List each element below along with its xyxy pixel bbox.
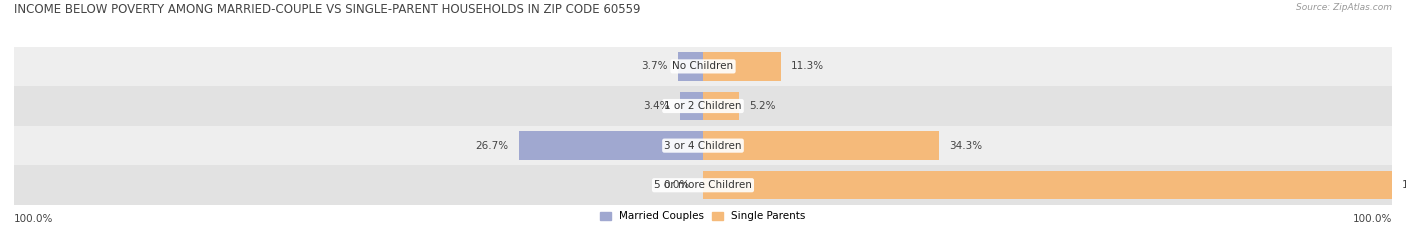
Text: 26.7%: 26.7% xyxy=(475,141,509,151)
Text: INCOME BELOW POVERTY AMONG MARRIED-COUPLE VS SINGLE-PARENT HOUSEHOLDS IN ZIP COD: INCOME BELOW POVERTY AMONG MARRIED-COUPL… xyxy=(14,3,641,17)
Bar xyxy=(14,47,1392,86)
Text: 3.7%: 3.7% xyxy=(641,62,668,71)
Text: 3.4%: 3.4% xyxy=(643,101,669,111)
Text: 11.3%: 11.3% xyxy=(792,62,824,71)
Text: 5.2%: 5.2% xyxy=(749,101,776,111)
Text: 1 or 2 Children: 1 or 2 Children xyxy=(664,101,742,111)
Bar xyxy=(703,171,1392,199)
Text: 3 or 4 Children: 3 or 4 Children xyxy=(664,141,742,151)
Bar xyxy=(703,52,780,81)
Text: 34.3%: 34.3% xyxy=(949,141,983,151)
Text: 100.0%: 100.0% xyxy=(1402,180,1406,190)
Text: Source: ZipAtlas.com: Source: ZipAtlas.com xyxy=(1296,3,1392,13)
Bar xyxy=(14,126,1392,165)
Bar xyxy=(14,165,1392,205)
Bar xyxy=(519,131,703,160)
Bar xyxy=(678,52,703,81)
Bar xyxy=(703,131,939,160)
Text: 5 or more Children: 5 or more Children xyxy=(654,180,752,190)
Text: 100.0%: 100.0% xyxy=(14,214,53,224)
Bar xyxy=(679,92,703,120)
Text: 100.0%: 100.0% xyxy=(1353,214,1392,224)
Text: 0.0%: 0.0% xyxy=(664,180,689,190)
Text: No Children: No Children xyxy=(672,62,734,71)
Bar xyxy=(14,86,1392,126)
Bar xyxy=(703,92,738,120)
Legend: Married Couples, Single Parents: Married Couples, Single Parents xyxy=(596,207,810,226)
